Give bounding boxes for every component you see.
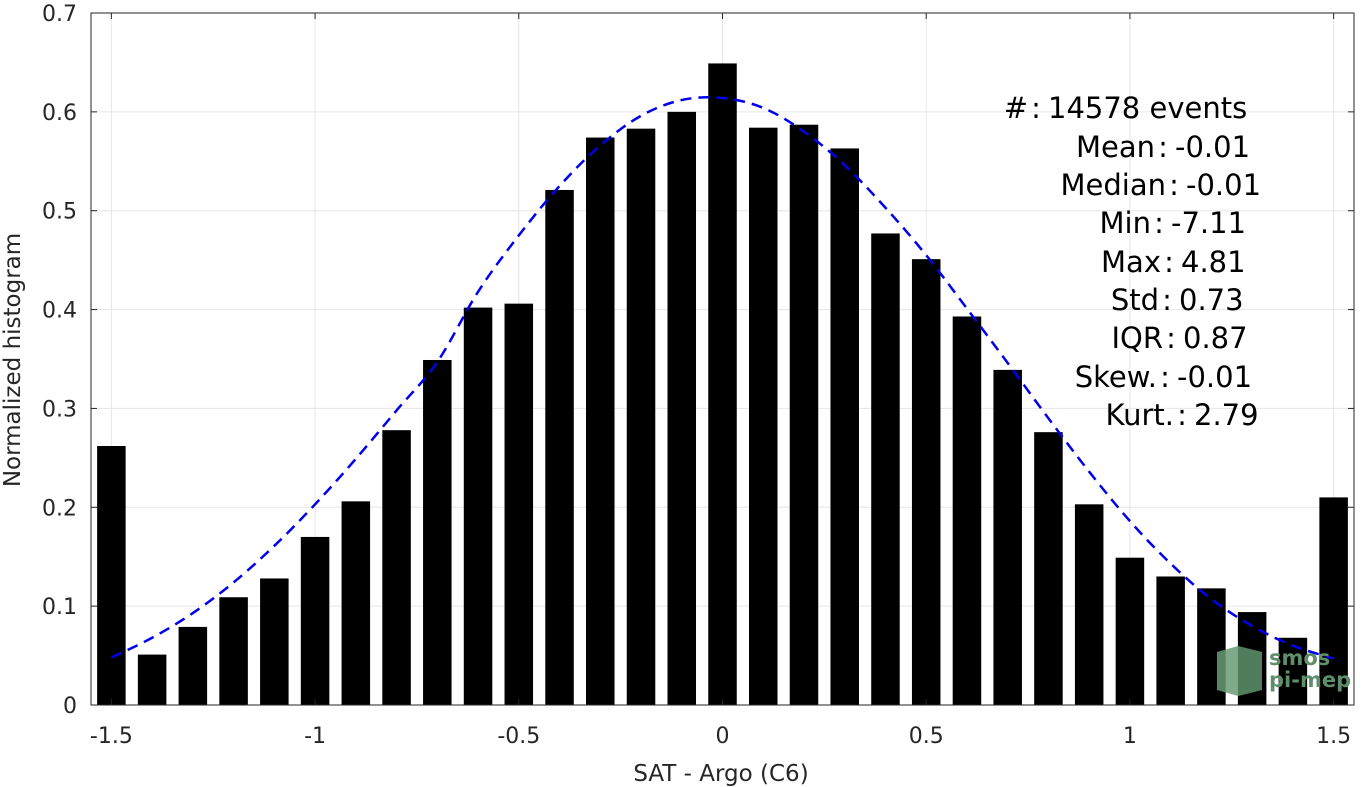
x-axis-ticks: -1.5 -1 -0.5 0 0.5 1 1.5 (90, 13, 1351, 749)
histogram-bar (423, 359, 452, 705)
x-tick-label: -0.5 (497, 724, 540, 749)
stat-label: # (1004, 91, 1028, 125)
histogram-bar (504, 303, 534, 705)
normal-fit-curve (110, 96, 1335, 660)
stat-label: Median (1061, 168, 1166, 202)
histogram-bar (178, 626, 208, 705)
y-tick-label: 0.6 (42, 101, 77, 126)
histogram-bar (911, 259, 941, 705)
stat-label: Kurt. (1106, 398, 1174, 432)
histogram-bar (382, 430, 411, 705)
histogram-bar (1156, 576, 1185, 705)
stat-separator: : (1154, 206, 1164, 240)
stat-label: Skew. (1075, 360, 1157, 394)
stat-value: -0.01 (1175, 130, 1250, 164)
y-tick-label: 0 (63, 694, 77, 719)
smos-pimep-logo: smos pi-mep (1217, 646, 1351, 696)
stat-separator: : (1162, 283, 1172, 317)
y-tick-label: 0.4 (42, 299, 77, 324)
stat-value: 2.79 (1194, 398, 1259, 432)
stat-label: Std (1111, 283, 1159, 317)
stat-label: IQR (1111, 321, 1163, 355)
histogram-bar (952, 316, 982, 705)
stat-separator: : (1158, 130, 1168, 164)
histogram-bar (1319, 497, 1348, 705)
stat-label: Mean (1076, 130, 1155, 164)
stat-separator: : (1166, 321, 1176, 355)
histogram-bar (341, 501, 371, 705)
stat-label: Max (1101, 245, 1161, 279)
stat-separator: : (1160, 360, 1170, 394)
histogram-bar (1115, 557, 1145, 705)
histogram-bar (1074, 504, 1104, 705)
stat-separator: : (1031, 91, 1041, 125)
stat-value: 4.81 (1181, 245, 1246, 279)
y-axis-label: Normalized histogram (0, 233, 26, 487)
stat-value: -0.01 (1186, 168, 1261, 202)
logo-mark-facet (1238, 646, 1262, 696)
stat-value: 0.87 (1183, 321, 1248, 355)
y-tick-label: 0.1 (42, 595, 77, 620)
y-tick-label: 0.7 (42, 2, 77, 27)
stat-value: 14578 events (1048, 91, 1247, 125)
histogram-bar (300, 536, 330, 705)
x-tick-label: -1 (304, 724, 326, 749)
histogram-bar (219, 597, 248, 705)
histogram-bar (260, 578, 289, 705)
y-tick-label: 0.2 (42, 496, 77, 521)
x-tick-label: 1.5 (1316, 724, 1351, 749)
stat-label: Min (1100, 206, 1151, 240)
logo-text-line1: smos (1269, 646, 1330, 670)
histogram-bar (667, 111, 697, 706)
stat-value: -0.01 (1177, 360, 1252, 394)
x-tick-label: 1 (1123, 724, 1137, 749)
y-tick-label: 0.3 (42, 397, 77, 422)
histogram-bar (830, 148, 859, 706)
histogram-bar (97, 445, 126, 705)
histogram-bar (993, 369, 1022, 705)
histogram-bar (626, 128, 656, 706)
histogram-bar (1034, 432, 1063, 705)
histogram-bar (708, 63, 737, 706)
y-tick-label: 0.5 (42, 200, 77, 225)
histogram-bar (463, 307, 493, 705)
stat-value: -7.11 (1171, 206, 1246, 240)
histogram-bar (789, 124, 819, 706)
stat-value: 0.73 (1179, 283, 1244, 317)
x-tick-label: -1.5 (90, 724, 133, 749)
histogram-bar (586, 137, 615, 705)
stat-separator: : (1177, 398, 1187, 432)
stat-separator: : (1164, 245, 1174, 279)
x-axis-label: SAT - Argo (C6) (633, 761, 808, 787)
histogram-bar (137, 654, 167, 705)
histogram-bar (1278, 637, 1308, 705)
y-axis-ticks: 0 0.1 0.2 0.3 0.4 0.5 0.6 0.7 (42, 2, 1354, 719)
x-tick-label: 0 (716, 724, 730, 749)
logo-text-line2: pi-mep (1269, 668, 1351, 692)
x-tick-label: 0.5 (909, 724, 944, 749)
histogram-bar (871, 233, 900, 706)
bars-group (97, 63, 1348, 706)
histogram-bar (748, 127, 778, 705)
stat-separator: : (1169, 168, 1179, 202)
histogram-bar (545, 189, 574, 705)
